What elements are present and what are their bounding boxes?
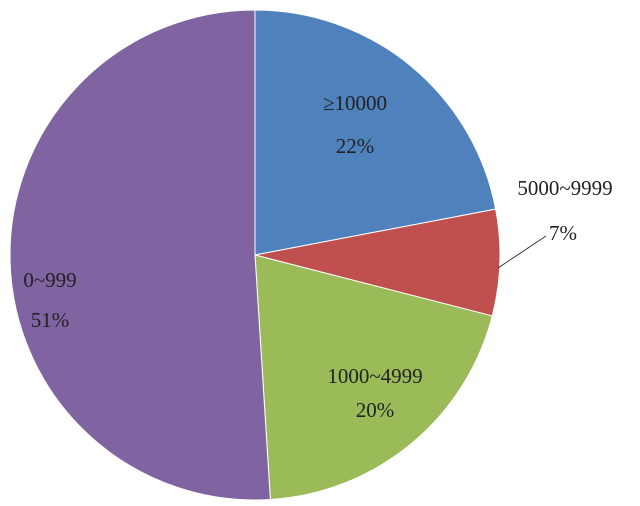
slice-value-label: 20% [356, 398, 395, 422]
slice-value-label: 7% [549, 221, 577, 245]
pie-slice [254, 254, 493, 501]
pie-slice [9, 9, 271, 501]
slice-value-label: 22% [336, 134, 375, 158]
pie-slice [254, 208, 501, 317]
leader-line [497, 235, 547, 269]
slice-value-label: 51% [31, 308, 70, 332]
slice-label: 5000~9999 [517, 176, 612, 200]
slice-label: 1000~4999 [327, 364, 422, 388]
slice-label: 0~999 [23, 268, 76, 292]
slice-label: ≥10000 [323, 91, 387, 115]
pie-slice [254, 9, 497, 256]
